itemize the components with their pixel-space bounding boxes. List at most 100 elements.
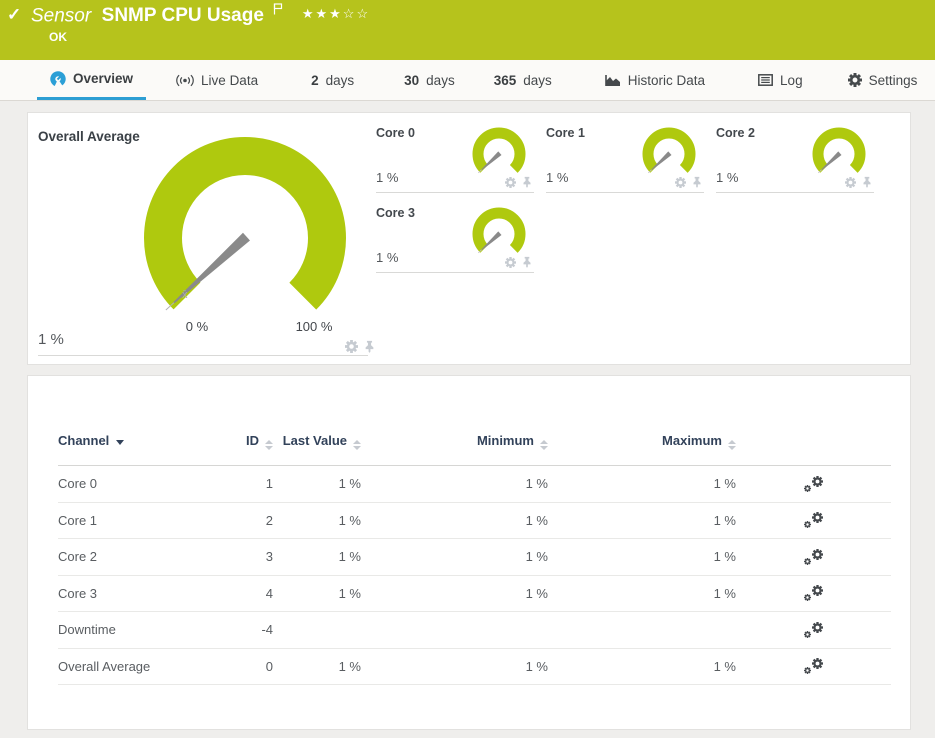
page-title: SNMP CPU Usage [101, 5, 264, 27]
core-0-gauge-block: Core 0 1 % [376, 121, 534, 193]
tab-log-label: Log [780, 72, 803, 88]
tab-historic-data[interactable]: Historic Data [592, 60, 718, 100]
tab-settings-label: Settings [868, 72, 918, 88]
tab-2-days-number: 2 [311, 72, 319, 88]
tab-365-days-label: days [523, 72, 552, 88]
status-badge: OK [49, 30, 67, 44]
tab-2-days-label: days [325, 72, 355, 88]
core-0-title: Core 0 [376, 126, 415, 140]
column-header-id[interactable]: ID [208, 432, 273, 451]
log-list-icon [758, 74, 773, 86]
channel-name[interactable]: Downtime [58, 622, 116, 638]
channel-minimum: 1 % [525, 512, 548, 528]
table-header-row: Channel ID Last Value Minimum Maximum [58, 418, 891, 466]
core-2-gauge-block: Core 2 1 % [716, 121, 874, 193]
channel-last-value: 1 % [338, 658, 361, 674]
priority-stars[interactable]: ★★★☆☆ [302, 6, 370, 21]
stars-filled-icon[interactable]: ★★★ [301, 6, 343, 22]
channel-table: Channel ID Last Value Minimum Maximum Co… [58, 418, 891, 685]
stars-empty-icon[interactable]: ☆☆ [342, 6, 371, 22]
gear-icon[interactable] [505, 177, 516, 188]
table-row: Core 0 1 1 % 1 % 1 % [58, 466, 891, 503]
channel-maximum: 1 % [713, 585, 736, 601]
channel-maximum: 1 % [713, 512, 736, 528]
channel-id: 2 [265, 512, 273, 528]
channel-table-panel: Channel ID Last Value Minimum Maximum Co… [27, 375, 911, 730]
overall-average-value: 1 % [38, 331, 64, 348]
tab-30-days-number: 30 [404, 72, 420, 88]
tab-settings[interactable]: Settings [835, 60, 918, 100]
column-header-channel-label: Channel [58, 433, 110, 449]
column-header-last-value[interactable]: Last Value [273, 432, 361, 451]
channel-name[interactable]: Core 2 [58, 549, 98, 565]
channel-settings-icon[interactable] [804, 622, 823, 638]
flag-icon[interactable] [273, 2, 283, 20]
gear-icon[interactable] [675, 177, 686, 188]
tab-overview[interactable]: Overview [37, 60, 147, 100]
gear-icon[interactable] [505, 257, 516, 268]
core-3-gauge [472, 207, 526, 261]
pin-icon[interactable] [862, 176, 872, 188]
tab-live-data-label: Live Data [201, 72, 259, 88]
column-header-channel[interactable]: Channel [58, 432, 208, 451]
average-marker-label: x̄ [182, 289, 188, 301]
core-0-value: 1 % [376, 170, 399, 185]
table-row: Overall Average 0 1 % 1 % 1 % [58, 649, 891, 685]
channel-settings-icon[interactable] [804, 476, 823, 492]
sensor-header: ✓ Sensor SNMP CPU Usage ★★★☆☆ OK [0, 0, 935, 60]
core-2-gauge [812, 127, 866, 181]
overall-average-gauge [144, 137, 346, 339]
channel-name[interactable]: Core 3 [58, 585, 98, 601]
tab-2-days[interactable]: 2 days [298, 60, 367, 100]
tab-overview-label: Overview [73, 71, 134, 86]
channel-maximum: 1 % [713, 549, 736, 565]
core-1-gauge-block: Core 1 1 % [546, 121, 704, 193]
column-header-last-value-label: Last Value [282, 433, 347, 449]
channel-minimum: 1 % [525, 658, 548, 674]
channel-name[interactable]: Overall Average [58, 658, 151, 674]
object-kind-label: Sensor [31, 5, 92, 27]
core-3-title: Core 3 [376, 206, 415, 220]
core-1-gauge [642, 127, 696, 181]
tab-365-days-number: 365 [493, 72, 517, 88]
channel-last-value: 1 % [338, 585, 361, 601]
channel-settings-icon[interactable] [804, 512, 823, 528]
overall-average-gauge-title: Overall Average [38, 129, 140, 144]
status-ok-check-icon: ✓ [7, 5, 22, 24]
channel-name[interactable]: Core 0 [58, 476, 98, 492]
column-header-minimum[interactable]: Minimum [361, 432, 548, 451]
pin-icon[interactable] [522, 256, 532, 268]
sort-desc-icon [116, 440, 125, 446]
tab-365-days[interactable]: 365 days [481, 60, 565, 100]
table-row: Core 3 4 1 % 1 % 1 % [58, 576, 891, 612]
column-header-id-label: ID [246, 433, 259, 449]
column-header-maximum[interactable]: Maximum [548, 432, 736, 451]
tab-bar: Overview Live Data 2 days 30 days 365 da… [0, 60, 935, 101]
gauge-needle [165, 232, 250, 311]
pin-icon[interactable] [522, 176, 532, 188]
channel-last-value: 1 % [338, 549, 361, 565]
core-1-value: 1 % [546, 170, 569, 185]
gauges-panel: Overall Average x̄ 0 % 100 % 1 % Core 0 [27, 112, 911, 365]
channel-settings-icon[interactable] [804, 549, 823, 565]
pin-icon[interactable] [692, 176, 702, 188]
core-1-title: Core 1 [546, 126, 585, 140]
sort-icon [353, 440, 361, 451]
channel-name[interactable]: Core 1 [58, 512, 98, 528]
channel-settings-icon[interactable] [804, 658, 823, 674]
channel-id: 1 [265, 476, 273, 492]
column-header-minimum-label: Minimum [476, 433, 534, 449]
core-2-value: 1 % [716, 170, 739, 185]
table-row: Core 1 2 1 % 1 % 1 % [58, 503, 891, 539]
gauge-icon [50, 70, 66, 87]
divider [38, 326, 368, 356]
table-row: Downtime -4 [58, 612, 891, 649]
tab-log[interactable]: Log [745, 60, 816, 100]
channel-minimum: 1 % [525, 476, 548, 492]
gear-icon[interactable] [845, 177, 856, 188]
tab-30-days[interactable]: 30 days [391, 60, 468, 100]
channel-id: 3 [265, 549, 273, 565]
channel-settings-icon[interactable] [804, 585, 823, 601]
channel-minimum: 1 % [525, 585, 548, 601]
tab-live-data[interactable]: Live Data [163, 60, 271, 100]
